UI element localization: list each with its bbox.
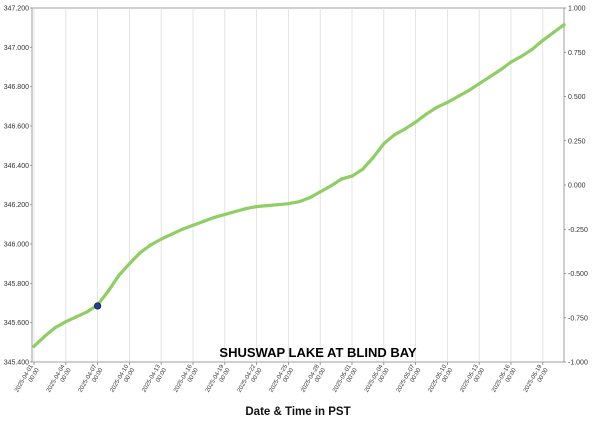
data-point — [159, 237, 163, 241]
data-point — [361, 167, 365, 171]
y2-tick-label: -0.750 — [568, 315, 588, 322]
data-point — [498, 68, 502, 72]
data-point — [403, 127, 407, 131]
data-point — [350, 174, 354, 178]
x-axis-label: Date & Time in PST — [245, 406, 350, 418]
data-point — [509, 60, 513, 64]
y2-tick-label: 0.500 — [568, 94, 586, 101]
data-point — [117, 273, 121, 278]
data-point — [488, 75, 492, 79]
data-point — [202, 219, 206, 223]
y-tick-label: 345.400 — [4, 360, 29, 367]
x-tick-label: 2025-05-1300:00 — [459, 363, 486, 397]
data-point — [424, 112, 428, 116]
x-tick-label: 2025-04-2800:00 — [300, 363, 327, 397]
data-point — [414, 120, 418, 124]
y2-tick-label: -1.000 — [568, 360, 588, 367]
data-point — [435, 105, 439, 109]
data-point — [106, 289, 110, 293]
data-point — [138, 251, 142, 255]
x-tick-label: 2025-04-2500:00 — [269, 363, 296, 397]
x-tick-label: 2025-05-0700:00 — [396, 363, 423, 397]
data-point — [329, 184, 333, 188]
data-point — [477, 82, 481, 86]
y2-tick-label: -0.500 — [568, 271, 588, 278]
data-point — [467, 89, 471, 93]
data-point — [392, 133, 396, 137]
data-point — [64, 320, 68, 324]
data-point — [53, 325, 57, 330]
y2-tick-label: 0.250 — [568, 138, 586, 145]
current-value-marker — [94, 302, 102, 310]
x-tick-label: 2025-04-0700:00 — [78, 363, 105, 397]
x-tick-label: 2025-05-1900:00 — [523, 363, 550, 397]
data-point — [32, 344, 36, 348]
y-tick-label: 346.200 — [4, 202, 29, 209]
y-tick-label: 345.600 — [4, 320, 29, 327]
data-point — [244, 207, 248, 211]
x-tick-label: 2025-05-1600:00 — [491, 363, 518, 397]
y-axis-right: -1.000 -0.750 -0.500 -0.250 0.000 0.250 0.500 0… — [564, 6, 588, 367]
data-point — [233, 209, 237, 214]
data-point — [85, 310, 89, 314]
data-point — [212, 215, 216, 220]
y-tick-label: 346.800 — [4, 84, 29, 91]
x-axis: 2025-04-0100:00 2025-04-0400:00 2025-04-07… — [14, 362, 550, 397]
x-tick-label: 2025-04-0400:00 — [46, 363, 73, 397]
data-point — [318, 190, 322, 194]
x-tick-label: 2025-04-1300:00 — [141, 363, 168, 397]
data-point — [43, 334, 47, 339]
y-tick-label: 346.400 — [4, 163, 29, 170]
data-point — [530, 47, 534, 51]
chart-title: SHUSWAP LAKE AT BLIND BAY — [219, 345, 417, 360]
data-point — [371, 155, 375, 160]
y2-tick-label: 0.000 — [568, 183, 586, 190]
x-tick-label: 2025-05-1000:00 — [428, 363, 455, 397]
x-tick-label: 2025-04-1900:00 — [205, 363, 232, 397]
y-tick-label: 347.000 — [4, 45, 29, 52]
data-point — [191, 223, 195, 227]
data-point — [520, 54, 524, 58]
y-tick-label: 346.600 — [4, 124, 29, 131]
data-point — [255, 205, 259, 209]
y-tick-label: 347.200 — [4, 6, 29, 13]
y2-tick-label: 1.000 — [568, 6, 586, 13]
data-point — [339, 177, 343, 181]
x-tick-label: 2025-05-0400:00 — [364, 363, 391, 397]
data-point — [382, 142, 386, 146]
series-layer — [32, 23, 566, 348]
data-point — [456, 94, 460, 99]
data-point — [551, 30, 556, 35]
data-point — [562, 23, 566, 27]
x-tick-label: 2025-04-0100:00 — [14, 363, 41, 397]
data-point — [276, 203, 280, 207]
data-point — [180, 227, 184, 231]
x-tick-label: 2025-04-2200:00 — [237, 363, 264, 397]
y-tick-label: 345.800 — [4, 281, 29, 288]
data-point — [223, 212, 227, 217]
data-point — [445, 100, 449, 104]
y-axis-left: 345.400 345.600 345.800 346.000 346.200 346.4… — [4, 6, 32, 367]
data-point — [297, 200, 301, 204]
grid-lines — [33, 8, 544, 362]
x-tick-label: 2025-04-1000:00 — [110, 363, 137, 397]
data-point — [170, 232, 174, 236]
x-tick-label: 2025-05-0100:00 — [332, 363, 359, 397]
data-point — [286, 202, 290, 206]
data-point — [308, 196, 312, 200]
y2-tick-label: 0.750 — [568, 50, 586, 57]
plot-area — [31, 7, 565, 363]
data-point — [127, 262, 131, 266]
y2-tick-label: -0.250 — [568, 227, 588, 234]
x-tick-label: 2025-04-1600:00 — [173, 363, 200, 397]
data-point — [541, 38, 545, 43]
data-point — [74, 315, 78, 319]
data-point — [149, 243, 153, 247]
y-tick-label: 346.000 — [4, 242, 29, 249]
data-point — [265, 204, 269, 208]
